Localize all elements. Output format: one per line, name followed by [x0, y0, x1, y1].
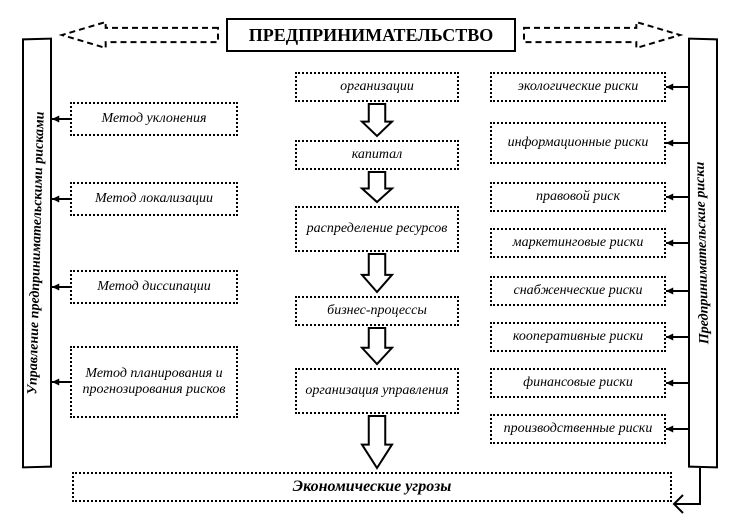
right-column-box-5: кооперативные риски [490, 322, 666, 352]
right-column-box-6: финансовые риски [490, 368, 666, 398]
center-column-box-4: организация управления [295, 368, 459, 414]
bottom-box: Экономические угрозы [72, 472, 672, 502]
title-box: ПРЕДПРИНИМАТЕЛЬСТВО [226, 18, 516, 52]
center-column-box-1: капитал [295, 140, 459, 170]
left-column-box-0: Метод уклонения [70, 102, 238, 136]
left-column-box-3: Метод планирования и прогнозирования рис… [70, 346, 238, 418]
left-sidebar: Управление предпринимательскими рисками [22, 38, 52, 469]
right-column-box-3: маркетинговые риски [490, 228, 666, 258]
diagram-canvas: { "type": "flowchart", "background_color… [0, 0, 735, 525]
left-sidebar-label: Управление предпринимательскими рисками [25, 111, 48, 394]
right-column-box-2: правовой риск [490, 182, 666, 212]
left-column-box-1: Метод локализации [70, 182, 238, 216]
right-column-box-1: информационные риски [490, 122, 666, 164]
center-column-box-0: организации [295, 72, 459, 102]
right-column-box-7: производственные риски [490, 414, 666, 444]
right-sidebar: Предпринимательские риски [688, 38, 718, 469]
center-column-box-3: бизнес-процессы [295, 296, 459, 326]
left-column-box-2: Метод диссипации [70, 270, 238, 304]
right-column-box-4: снабженческие риски [490, 276, 666, 306]
right-sidebar-label: Предпринимательские риски [693, 162, 714, 345]
center-column-box-2: распределение ресурсов [295, 206, 459, 252]
right-column-box-0: экологические риски [490, 72, 666, 102]
